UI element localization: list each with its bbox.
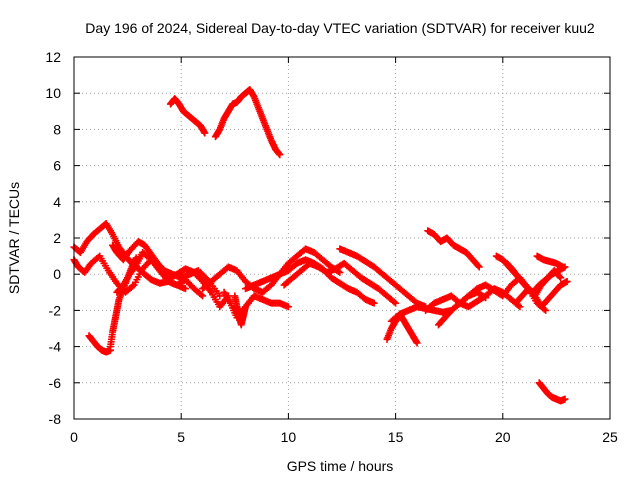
series-arc-13	[280, 259, 400, 307]
x-tick-label: 25	[602, 429, 618, 445]
y-tick-label: 4	[53, 194, 61, 210]
series-arc-21	[503, 259, 569, 296]
x-tick-label: 15	[388, 429, 404, 445]
data-point	[216, 292, 224, 300]
y-tick-label: 6	[53, 158, 61, 174]
data-point	[563, 277, 571, 285]
y-tick-label: 2	[53, 230, 61, 246]
data-layer	[70, 86, 571, 405]
y-tick-label: -4	[49, 339, 62, 355]
chart-title: Day 196 of 2024, Sidereal Day-to-day VTE…	[85, 20, 595, 36]
x-tick-label: 5	[177, 429, 185, 445]
data-point	[516, 303, 524, 311]
y-tick-label: 0	[53, 266, 61, 282]
series-arc-6	[113, 248, 232, 311]
data-point	[199, 292, 207, 300]
data-point	[413, 339, 421, 347]
series-arc-14	[336, 245, 430, 311]
data-point	[336, 268, 344, 276]
data-point	[542, 306, 550, 314]
y-tick-label: -6	[49, 375, 62, 391]
y-tick-label: -2	[49, 302, 62, 318]
data-point	[561, 395, 569, 403]
plot-frame	[73, 56, 611, 420]
data-point	[242, 303, 250, 311]
y-tick-label: 10	[45, 85, 61, 101]
data-point	[390, 298, 398, 306]
grid-layer	[74, 57, 610, 419]
data-point	[131, 263, 139, 271]
data-point	[557, 274, 565, 282]
data-point	[197, 291, 205, 299]
data-point	[392, 299, 400, 307]
data-point	[370, 299, 378, 307]
series-arc-17	[424, 227, 483, 271]
x-axis-label: GPS time / hours	[287, 458, 394, 474]
y-tick-label: 8	[53, 121, 61, 137]
data-point	[284, 303, 292, 311]
x-tick-label: 0	[70, 429, 78, 445]
data-point	[474, 262, 482, 270]
data-point	[556, 273, 564, 281]
data-point	[559, 263, 567, 271]
x-tick-label: 20	[495, 429, 511, 445]
series-arc-7	[166, 95, 209, 137]
series-arc-11	[231, 292, 250, 329]
series-arc-24	[535, 379, 569, 405]
series-arc-3	[85, 332, 114, 356]
data-point	[129, 282, 137, 290]
y-tick-label: -8	[49, 411, 62, 427]
x-tick-label: 10	[281, 429, 297, 445]
y-tick-label: 12	[45, 49, 61, 65]
data-point	[276, 151, 284, 159]
data-point	[181, 285, 189, 293]
series-arc-23	[512, 277, 571, 311]
data-point	[201, 129, 209, 137]
series-arc-22	[533, 252, 567, 271]
data-point	[475, 263, 483, 271]
series-arc-8	[212, 86, 284, 159]
y-axis-label: SDTVAR / TECUs	[6, 182, 22, 294]
